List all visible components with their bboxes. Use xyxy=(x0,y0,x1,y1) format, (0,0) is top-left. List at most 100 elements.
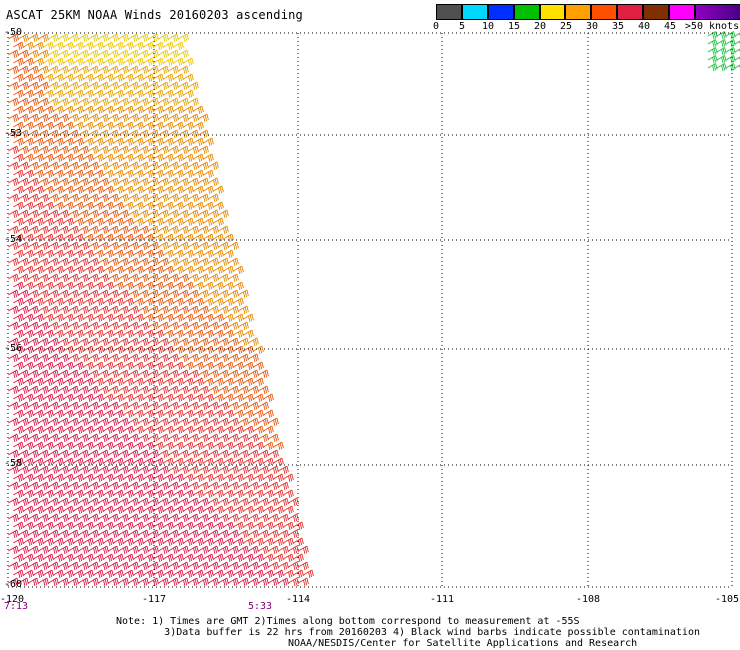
wind-barb xyxy=(138,49,149,59)
wind-barb xyxy=(33,41,44,51)
wind-barb xyxy=(248,369,259,379)
wind-barb xyxy=(113,489,124,499)
wind-barb xyxy=(128,225,139,235)
wind-barb xyxy=(188,577,199,587)
wind-barb xyxy=(73,457,84,467)
wind-barb xyxy=(238,577,249,587)
wind-barb xyxy=(118,529,129,539)
wind-barb xyxy=(73,265,84,275)
wind-barb xyxy=(118,577,129,587)
wind-barb xyxy=(43,281,54,291)
wind-barb xyxy=(23,569,34,579)
wind-barb xyxy=(123,345,134,355)
wind-barb xyxy=(78,129,89,139)
wind-barb xyxy=(38,337,49,347)
wind-barb xyxy=(8,321,19,331)
wind-barb xyxy=(93,345,104,355)
wind-barb xyxy=(228,433,239,443)
wind-barb xyxy=(73,393,84,403)
wind-barb xyxy=(113,537,124,547)
wind-barb xyxy=(268,577,279,587)
wind-barb xyxy=(218,225,229,235)
wind-barb xyxy=(238,305,249,315)
legend-swatch xyxy=(643,4,670,20)
wind-barb xyxy=(188,465,199,475)
wind-barb xyxy=(43,345,54,355)
wind-barb xyxy=(163,329,174,339)
wind-barb xyxy=(78,193,89,203)
wind-barb xyxy=(203,361,214,371)
wind-barb xyxy=(138,65,149,75)
wind-barb xyxy=(13,409,24,419)
credit-line: NOAA/NESDIS/Center for Satellite Applica… xyxy=(288,638,638,649)
wind-barb xyxy=(163,441,174,451)
wind-barb xyxy=(63,265,74,275)
wind-barb xyxy=(88,369,99,379)
wind-barb xyxy=(83,265,94,275)
wind-barb xyxy=(138,193,149,203)
wind-barb xyxy=(28,497,39,507)
wind-barb xyxy=(68,465,79,475)
wind-barb xyxy=(193,409,204,419)
wind-barb xyxy=(173,265,184,275)
wind-barb xyxy=(253,537,264,547)
wind-barb xyxy=(208,513,219,523)
wind-barb xyxy=(163,361,174,371)
wind-barb xyxy=(8,529,19,539)
wind-barb xyxy=(108,497,119,507)
wind-barb xyxy=(73,121,84,131)
wind-barb xyxy=(183,89,194,99)
wind-barb xyxy=(73,73,84,83)
wind-barb xyxy=(193,537,204,547)
wind-barb xyxy=(48,49,59,59)
wind-barb xyxy=(203,137,214,147)
wind-barb xyxy=(193,249,204,259)
wind-barb xyxy=(48,129,59,139)
wind-barb xyxy=(78,529,89,539)
note-line-1: Note: 1) Times are GMT 2)Times along bot… xyxy=(116,616,580,627)
wind-barb xyxy=(173,137,184,147)
wind-barb xyxy=(188,529,199,539)
wind-barb xyxy=(253,361,264,371)
wind-barb xyxy=(153,553,164,563)
wind-barb xyxy=(88,353,99,363)
wind-barb xyxy=(253,569,264,579)
wind-barb xyxy=(23,153,34,163)
wind-barb xyxy=(198,209,209,219)
wind-barb xyxy=(98,433,109,443)
wind-barb xyxy=(258,369,269,379)
wind-barb xyxy=(63,457,74,467)
wind-barb xyxy=(178,113,189,123)
wind-barb xyxy=(153,281,164,291)
wind-barb xyxy=(203,345,214,355)
wind-barb xyxy=(143,313,154,323)
wind-barb xyxy=(23,57,34,67)
wind-barb xyxy=(223,537,234,547)
wind-barb xyxy=(28,337,39,347)
wind-barb xyxy=(38,465,49,475)
wind-barb xyxy=(268,513,279,523)
wind-barb xyxy=(128,97,139,107)
wind-barb xyxy=(23,137,34,147)
lat-label: -54 xyxy=(4,234,23,245)
wind-barb xyxy=(98,401,109,411)
wind-barb xyxy=(218,337,229,347)
wind-barb xyxy=(173,393,184,403)
wind-barb xyxy=(53,201,64,211)
wind-barb xyxy=(128,193,139,203)
wind-barb xyxy=(93,377,104,387)
wind-barb xyxy=(193,297,204,307)
wind-barb xyxy=(183,201,194,211)
wind-barb xyxy=(53,121,64,131)
wind-barb xyxy=(213,313,224,323)
wind-barb xyxy=(83,425,94,435)
wind-barb xyxy=(183,505,194,515)
wind-barb xyxy=(208,401,219,411)
wind-barb xyxy=(243,393,254,403)
wind-barb xyxy=(108,177,119,187)
wind-barb xyxy=(23,457,34,467)
wind-barb xyxy=(58,257,69,267)
wind-barb xyxy=(123,297,134,307)
wind-barb xyxy=(138,497,149,507)
wind-barb xyxy=(68,49,79,59)
